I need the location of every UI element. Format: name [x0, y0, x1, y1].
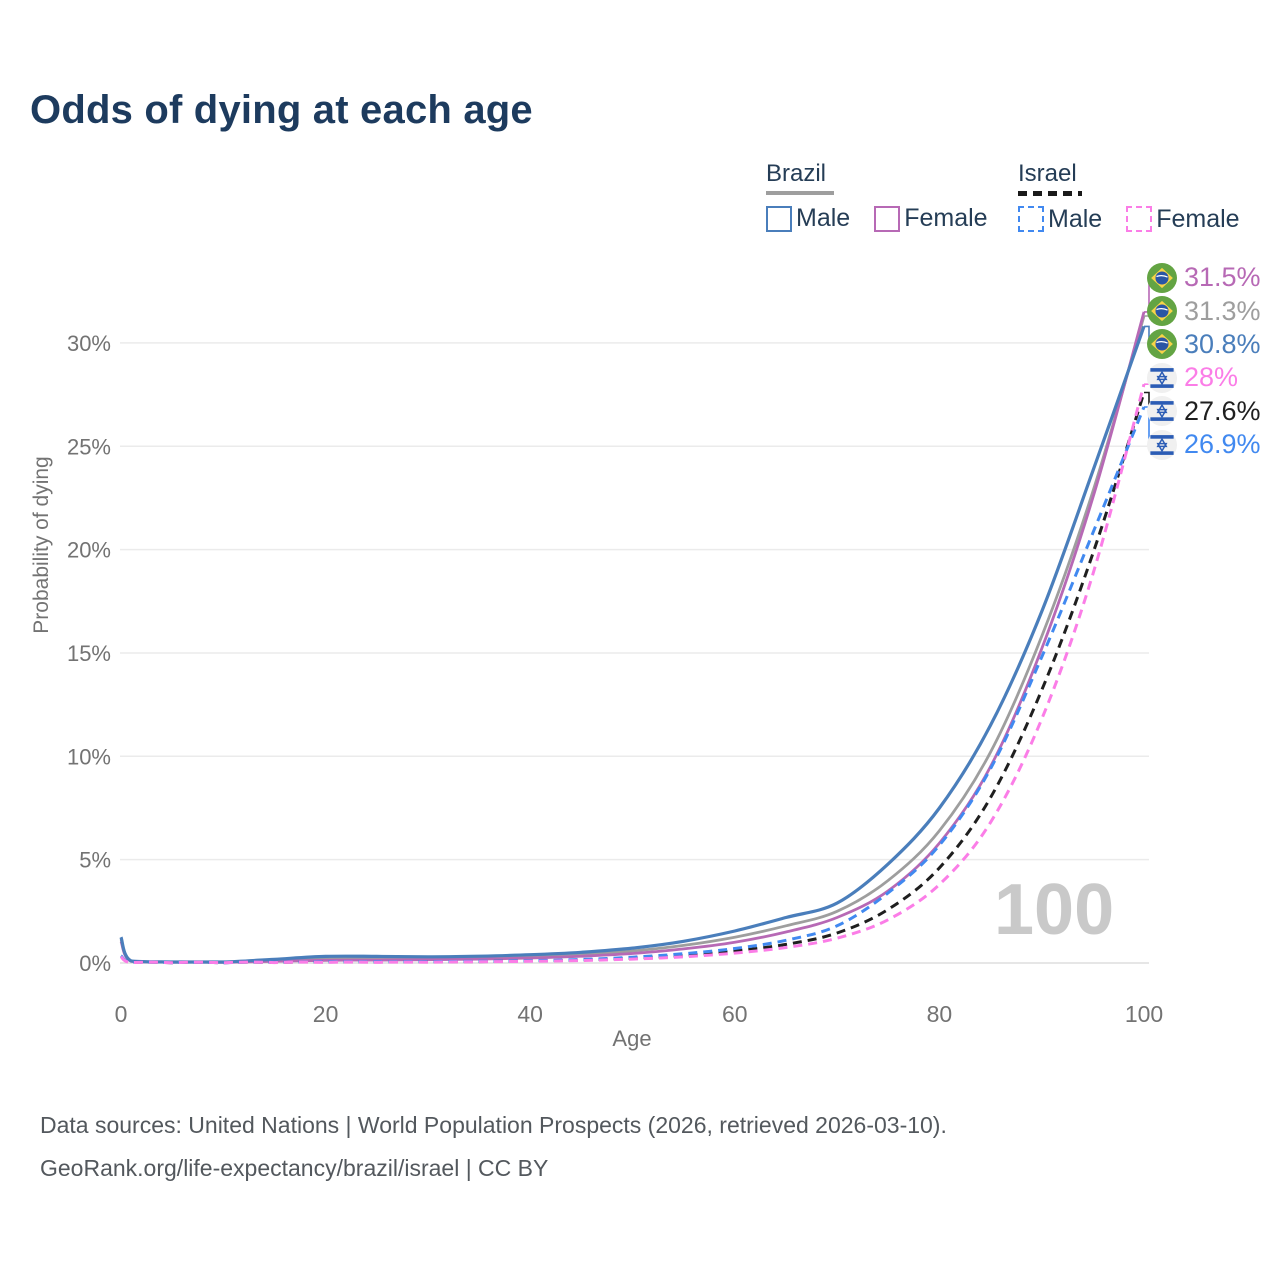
israel-male-swatch-icon: [1018, 206, 1044, 232]
y-tick-label-5: 5%: [79, 848, 111, 873]
x-axis-title: Age: [612, 1026, 652, 1051]
brazil-flag-icon: [1147, 329, 1177, 360]
brazil-female-swatch-icon: [874, 205, 901, 232]
end-label-israel-female: 28%: [1147, 361, 1261, 394]
x-tick-label-40: 40: [517, 1001, 543, 1027]
legend-entry-brazil-male[interactable]: Male: [766, 204, 850, 233]
end-label-israel-both: 27.6%: [1147, 395, 1261, 428]
end-label-brazil-female: 31.5%: [1147, 261, 1261, 294]
legend-israel-entries: Male Female: [1018, 205, 1240, 234]
legend-group-brazil: Brazil Male Female: [766, 160, 988, 233]
footer-data-sources: Data sources: United Nations | World Pop…: [40, 1112, 947, 1138]
legend-group-israel: Israel Male Female: [1018, 160, 1240, 234]
israel-female-swatch-icon: [1126, 206, 1153, 232]
brazil-male-swatch-icon: [766, 205, 792, 232]
legend-entry-israel-male[interactable]: Male: [1018, 205, 1102, 234]
end-label-value: 27.6%: [1184, 395, 1261, 426]
chart-title: Odds of dying at each age: [30, 88, 533, 132]
brazil-female-label: Female: [904, 204, 988, 232]
end-label-brazil-both: 31.3%: [1147, 294, 1261, 327]
brazil-flag-icon: [1147, 262, 1177, 293]
footer-attribution-link: GeoRank.org/life-expectancy/brazil/israe…: [40, 1155, 549, 1181]
x-tick-label-0: 0: [115, 1001, 128, 1027]
end-label-value: 30.8%: [1184, 328, 1261, 359]
brazil-male-label: Male: [796, 204, 851, 232]
footer: Data sources: United Nations | World Pop…: [40, 1104, 947, 1190]
israel-flag-icon: [1147, 362, 1177, 393]
end-label-value: 28%: [1184, 362, 1239, 393]
series-line-brazil_both: [119, 315, 1146, 964]
brazil-line-swatch: [766, 191, 834, 195]
israel-male-label: Male: [1048, 204, 1103, 233]
x-tick-label-80: 80: [927, 1001, 953, 1027]
x-tick-label-20: 20: [313, 1001, 339, 1027]
watermark: 100: [994, 870, 1115, 950]
legend-entry-israel-female[interactable]: Female: [1126, 204, 1240, 234]
end-labels: 31.5% 31.3% 30.8% 28% 27.6%: [1147, 261, 1261, 461]
israel-line-swatch: [1018, 191, 1082, 196]
legend-entry-brazil-female[interactable]: Female: [874, 204, 988, 233]
end-label-value: 31.3%: [1184, 295, 1261, 326]
end-label-value: 31.5%: [1184, 262, 1261, 293]
legend-israel-label: Israel: [1018, 160, 1077, 187]
israel-female-label: Female: [1156, 204, 1240, 233]
series-line-israel_female: [120, 383, 1146, 965]
y-tick-label-25: 25%: [67, 434, 111, 459]
end-label-value: 26.9%: [1184, 429, 1261, 460]
brazil-flag-icon: [1147, 296, 1177, 327]
y-tick-label-15: 15%: [67, 641, 111, 666]
series-line-israel_male: [119, 406, 1146, 965]
legend-brazil-label: Brazil: [766, 160, 827, 187]
series-line-brazil_male: [119, 325, 1146, 964]
y-tick-label-30: 30%: [67, 331, 111, 356]
y-tick-label-10: 10%: [67, 744, 111, 769]
y-axis-title: Probability of dying: [30, 456, 53, 634]
end-label-brazil-male: 30.8%: [1147, 328, 1261, 361]
y-tick-label-20: 20%: [67, 538, 111, 563]
x-tick-label-100: 100: [1125, 1001, 1163, 1027]
end-label-israel-male: 26.9%: [1147, 428, 1261, 461]
legend-brazil-entries: Male Female: [766, 204, 988, 233]
series-line-brazil_female: [119, 311, 1146, 964]
y-tick-label-0: 0%: [79, 951, 111, 976]
x-tick-label-60: 60: [722, 1001, 748, 1027]
israel-flag-icon: [1147, 396, 1177, 427]
israel-flag-icon: [1147, 429, 1177, 460]
series-line-israel_both: [120, 392, 1146, 965]
